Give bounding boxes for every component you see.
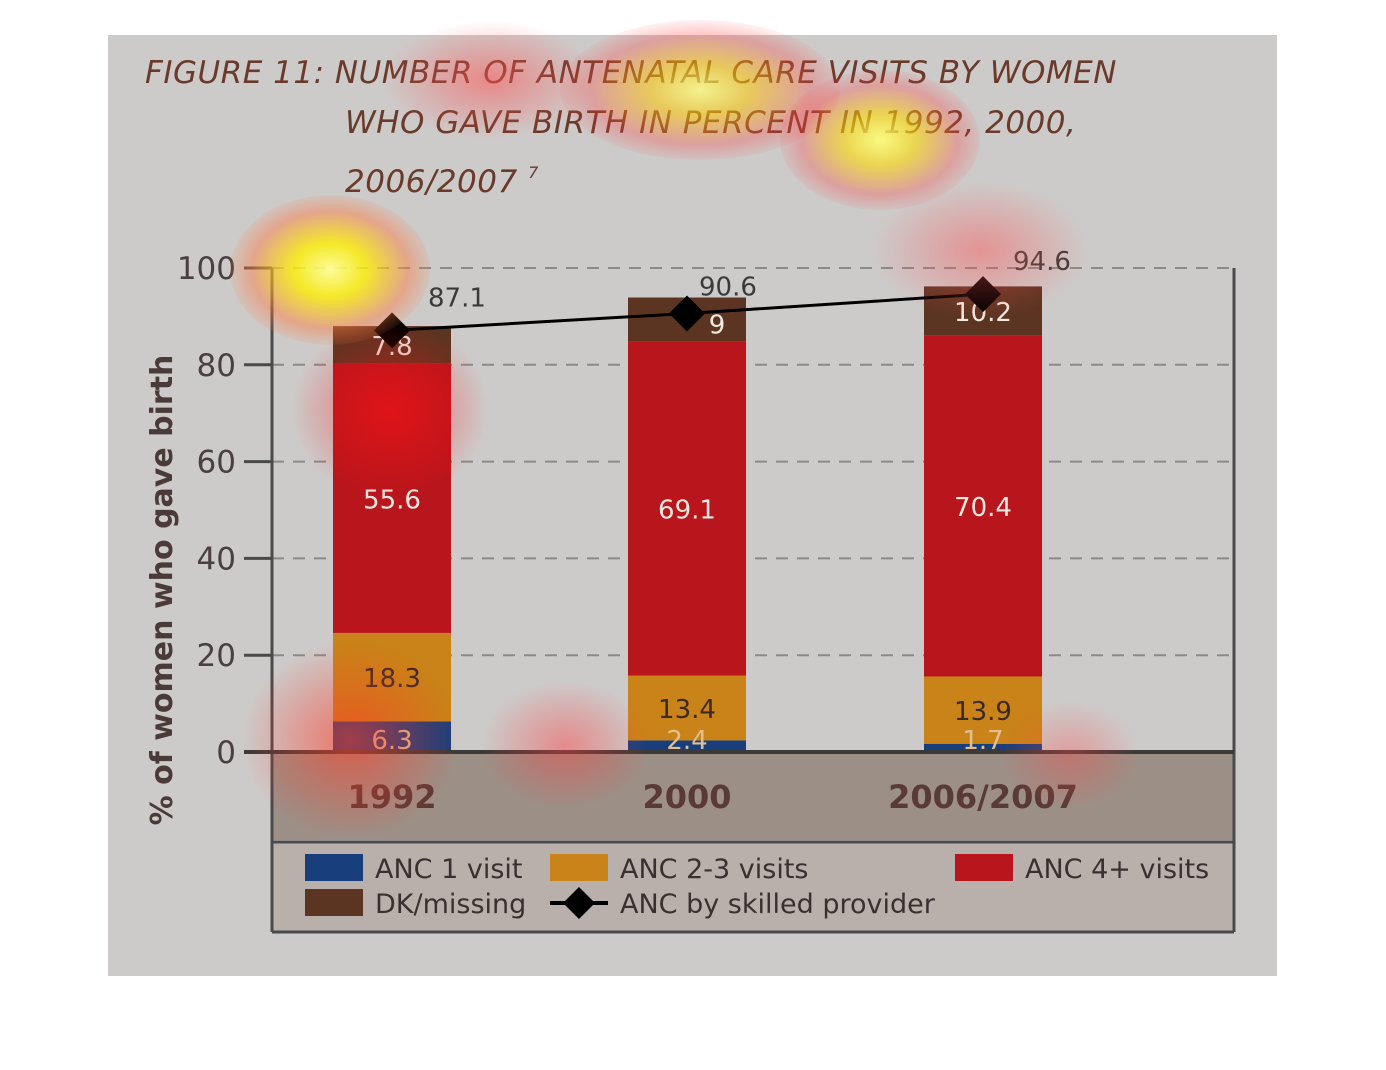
bar-segment — [924, 335, 1042, 677]
gridlines — [272, 267, 1234, 657]
y-tick-label: 80 — [197, 348, 236, 384]
bar-data-label: 55.6 — [363, 485, 421, 515]
line-data-label: 94.6 — [1013, 247, 1071, 277]
line-data-label: 87.1 — [428, 283, 486, 313]
legend-label: ANC by skilled provider — [620, 889, 936, 920]
title-footnote: 7 — [528, 163, 539, 182]
legend-label: ANC 2-3 visits — [620, 854, 809, 885]
legend-box — [272, 842, 1234, 932]
title-line-3: 2006/2007 7 — [145, 148, 1225, 207]
bar-data-label: 13.9 — [954, 697, 1012, 727]
legend-swatch — [305, 854, 363, 881]
y-tick-label: 0 — [216, 735, 236, 771]
legend-label: DK/missing — [375, 889, 526, 920]
bar-segment — [628, 341, 746, 676]
bar-data-label: 70.4 — [954, 493, 1012, 523]
legend-diamond-marker — [563, 887, 595, 919]
y-tick-label: 100 — [177, 251, 236, 287]
title-line-3-text: 2006/2007 — [345, 164, 518, 200]
bar-data-label: 69.1 — [658, 495, 716, 525]
bar-data-label: 9 — [709, 310, 726, 340]
x-category-label: 1992 — [347, 778, 436, 816]
legend-swatch — [305, 889, 363, 916]
line-marker — [669, 295, 705, 332]
bar-segment — [628, 675, 746, 741]
x-category-label: 2006/2007 — [888, 778, 1078, 816]
x-category-label: 2000 — [642, 778, 731, 816]
bar-data-label: 18.3 — [363, 664, 421, 694]
bar-segment — [628, 740, 746, 752]
y-tick-label: 40 — [197, 541, 236, 577]
legend-label: ANC 4+ visits — [1025, 854, 1209, 885]
line-marker — [965, 276, 1001, 313]
legend-swatch — [955, 854, 1013, 881]
axes: 0 20 40 60 80 100 % of women who gave birth — [145, 251, 1236, 934]
legend-swatch — [550, 854, 608, 881]
bar-segment — [924, 743, 1042, 752]
bar-data-label: 13.4 — [658, 695, 716, 725]
legend: ANC 1 visit ANC 2-3 visits ANC 4+ visits DK… — [305, 854, 1209, 920]
line-data-label: 90.6 — [699, 272, 757, 302]
legend-label: ANC 1 visit — [375, 854, 523, 885]
bar-segment — [924, 676, 1042, 744]
y-tick-label: 60 — [197, 445, 236, 481]
y-tick-label: 20 — [197, 638, 236, 674]
y-axis-title: % of women who gave birth — [145, 355, 180, 826]
